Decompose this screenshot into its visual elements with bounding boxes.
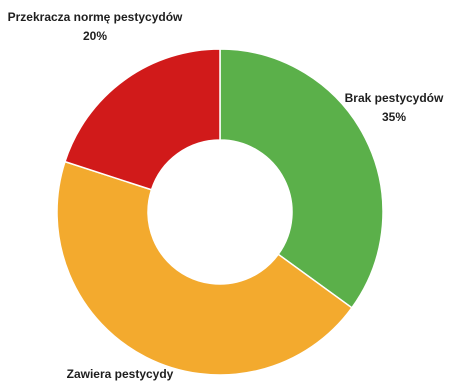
slice-name-przekracza: Przekracza normę pestycydów xyxy=(7,10,183,24)
slice-name-zawiera: Zawiera pestycydy xyxy=(66,367,174,381)
slice-brak-pestycydow xyxy=(219,48,384,309)
slice-name-brak: Brak pestycydów xyxy=(344,91,444,105)
slice-label-zawiera: Zawiera pestycydy xyxy=(60,365,180,384)
slice-value-brak: 35% xyxy=(381,110,407,124)
slice-label-brak: Brak pestycydów 35% xyxy=(340,89,448,127)
slice-value-przekracza: 20% xyxy=(82,29,108,43)
donut-slices xyxy=(56,48,384,376)
slice-zawiera-pestycydy xyxy=(56,160,353,376)
slice-label-przekracza: Przekracza normę pestycydów 20% xyxy=(2,8,188,46)
slice-przekracza-norme xyxy=(64,48,221,191)
